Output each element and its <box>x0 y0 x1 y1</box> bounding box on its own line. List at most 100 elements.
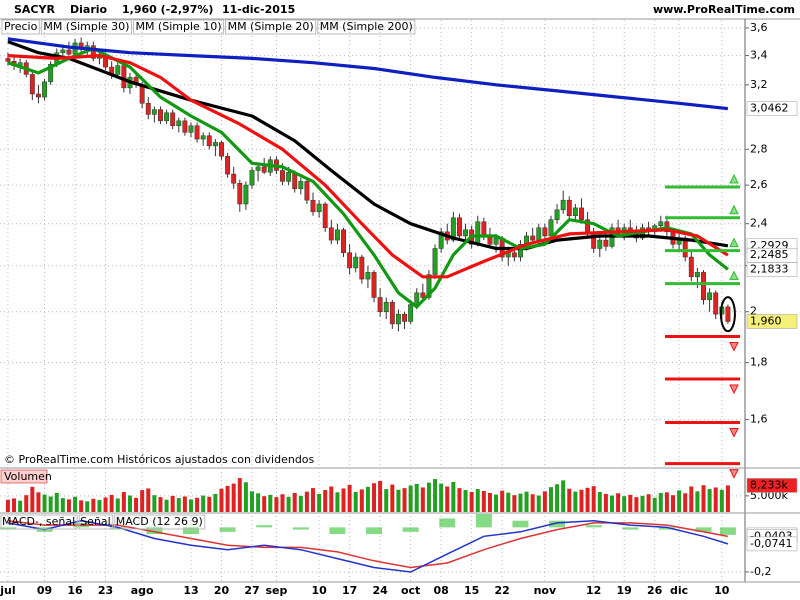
volume-bar <box>652 497 657 512</box>
candle-body <box>420 292 426 298</box>
volume-bar <box>127 495 132 512</box>
moving-average <box>7 37 729 111</box>
candle-body <box>450 217 456 241</box>
candle-body <box>237 182 243 205</box>
series-last-label: 2,1833 <box>750 262 789 275</box>
candle-body <box>188 125 194 133</box>
volume-bar <box>353 491 358 512</box>
histogram-bar <box>256 525 273 528</box>
x-tick-label: ago <box>131 584 154 597</box>
volume-bar <box>530 494 535 512</box>
volume-bar <box>512 495 517 512</box>
candle-body <box>511 252 517 258</box>
volume-bar <box>420 487 425 512</box>
volume-bar <box>115 498 120 512</box>
legend-label-box <box>1 19 40 35</box>
candle-body <box>194 125 200 140</box>
candle-body <box>694 272 700 278</box>
volume-bar <box>268 494 273 512</box>
candle-body <box>566 199 572 216</box>
volume-bar <box>195 497 200 512</box>
volume-bar <box>341 488 346 512</box>
histogram-bar <box>658 527 675 530</box>
x-tick-label: 15 <box>464 584 479 597</box>
volume-bar <box>640 495 645 512</box>
volume-bar <box>304 491 309 512</box>
candle-body <box>298 181 304 190</box>
volume-bar <box>683 493 688 512</box>
volume-bar <box>396 489 401 512</box>
volume-bar <box>97 500 102 512</box>
volume-bar <box>48 496 53 512</box>
x-tick-label: 12 <box>586 584 601 597</box>
panel-title-bg <box>0 469 48 484</box>
candle-body <box>701 272 706 301</box>
volume-bar <box>317 493 322 512</box>
price-last-label-bg <box>746 314 798 329</box>
candle-body <box>212 142 218 147</box>
candle-body <box>206 135 212 147</box>
series-last-label: 2,2485 <box>750 248 789 261</box>
histogram-bar <box>622 527 639 530</box>
x-tick-label: sep <box>265 584 287 597</box>
series-last-label-bg <box>746 101 798 116</box>
volume-bar <box>524 491 529 512</box>
x-tick-label: 09 <box>37 584 52 597</box>
volume-bar <box>548 487 553 512</box>
histogram-bar <box>219 527 236 532</box>
volume-bar <box>664 492 669 512</box>
volume-bar <box>256 493 261 512</box>
volume-bar <box>73 496 78 512</box>
histogram-bar <box>109 527 126 530</box>
legend-label: MM (Simple 10) <box>135 20 221 33</box>
candle-body <box>328 227 334 241</box>
histogram-bar <box>366 527 383 535</box>
candle-body <box>688 256 694 278</box>
volume-bar <box>60 498 65 512</box>
candle-body <box>530 235 536 241</box>
volume-bar <box>140 490 145 512</box>
volume-bar <box>695 491 700 512</box>
x-tick-label: dic <box>670 584 688 597</box>
candle-body <box>60 49 66 53</box>
volume-bar <box>182 496 187 512</box>
volume-bar <box>365 486 370 512</box>
level-arrow <box>729 237 739 248</box>
volume-bar <box>286 496 291 512</box>
volume-bar <box>231 483 236 512</box>
candle-body <box>42 81 47 98</box>
volume-bar <box>85 501 90 512</box>
candle-body <box>353 256 359 269</box>
candle-body <box>414 292 420 305</box>
y-tick-label: 3,6 <box>750 21 768 34</box>
candle-body <box>725 306 731 322</box>
candle-body <box>139 84 145 104</box>
level-arrow <box>729 270 739 281</box>
volume-bar <box>439 483 444 512</box>
volume-bar <box>79 500 84 512</box>
volume-bar <box>725 485 730 512</box>
candle-body <box>402 313 407 322</box>
volume-bar <box>225 485 230 512</box>
volume-bar <box>121 491 126 512</box>
volume-bar <box>445 486 450 512</box>
volume-bar <box>262 496 267 512</box>
candle-body <box>316 203 322 213</box>
candle-body <box>536 227 542 241</box>
candle-body <box>35 93 41 98</box>
histogram-bar <box>475 514 492 528</box>
candle-body <box>548 219 554 237</box>
candle-body <box>304 181 310 201</box>
volume-bar <box>616 493 621 512</box>
histogram-bar <box>719 527 736 535</box>
histogram-bar <box>585 525 602 528</box>
volume-bar <box>42 494 47 512</box>
legend-label-box <box>317 19 416 35</box>
legend-label: Señal <box>80 515 111 528</box>
volume-bar <box>475 489 480 512</box>
y-tick-label: 2,6 <box>750 178 768 191</box>
level-arrow <box>729 384 739 395</box>
volume-bar <box>5 499 10 512</box>
x-tick-label: 13 <box>183 584 198 597</box>
